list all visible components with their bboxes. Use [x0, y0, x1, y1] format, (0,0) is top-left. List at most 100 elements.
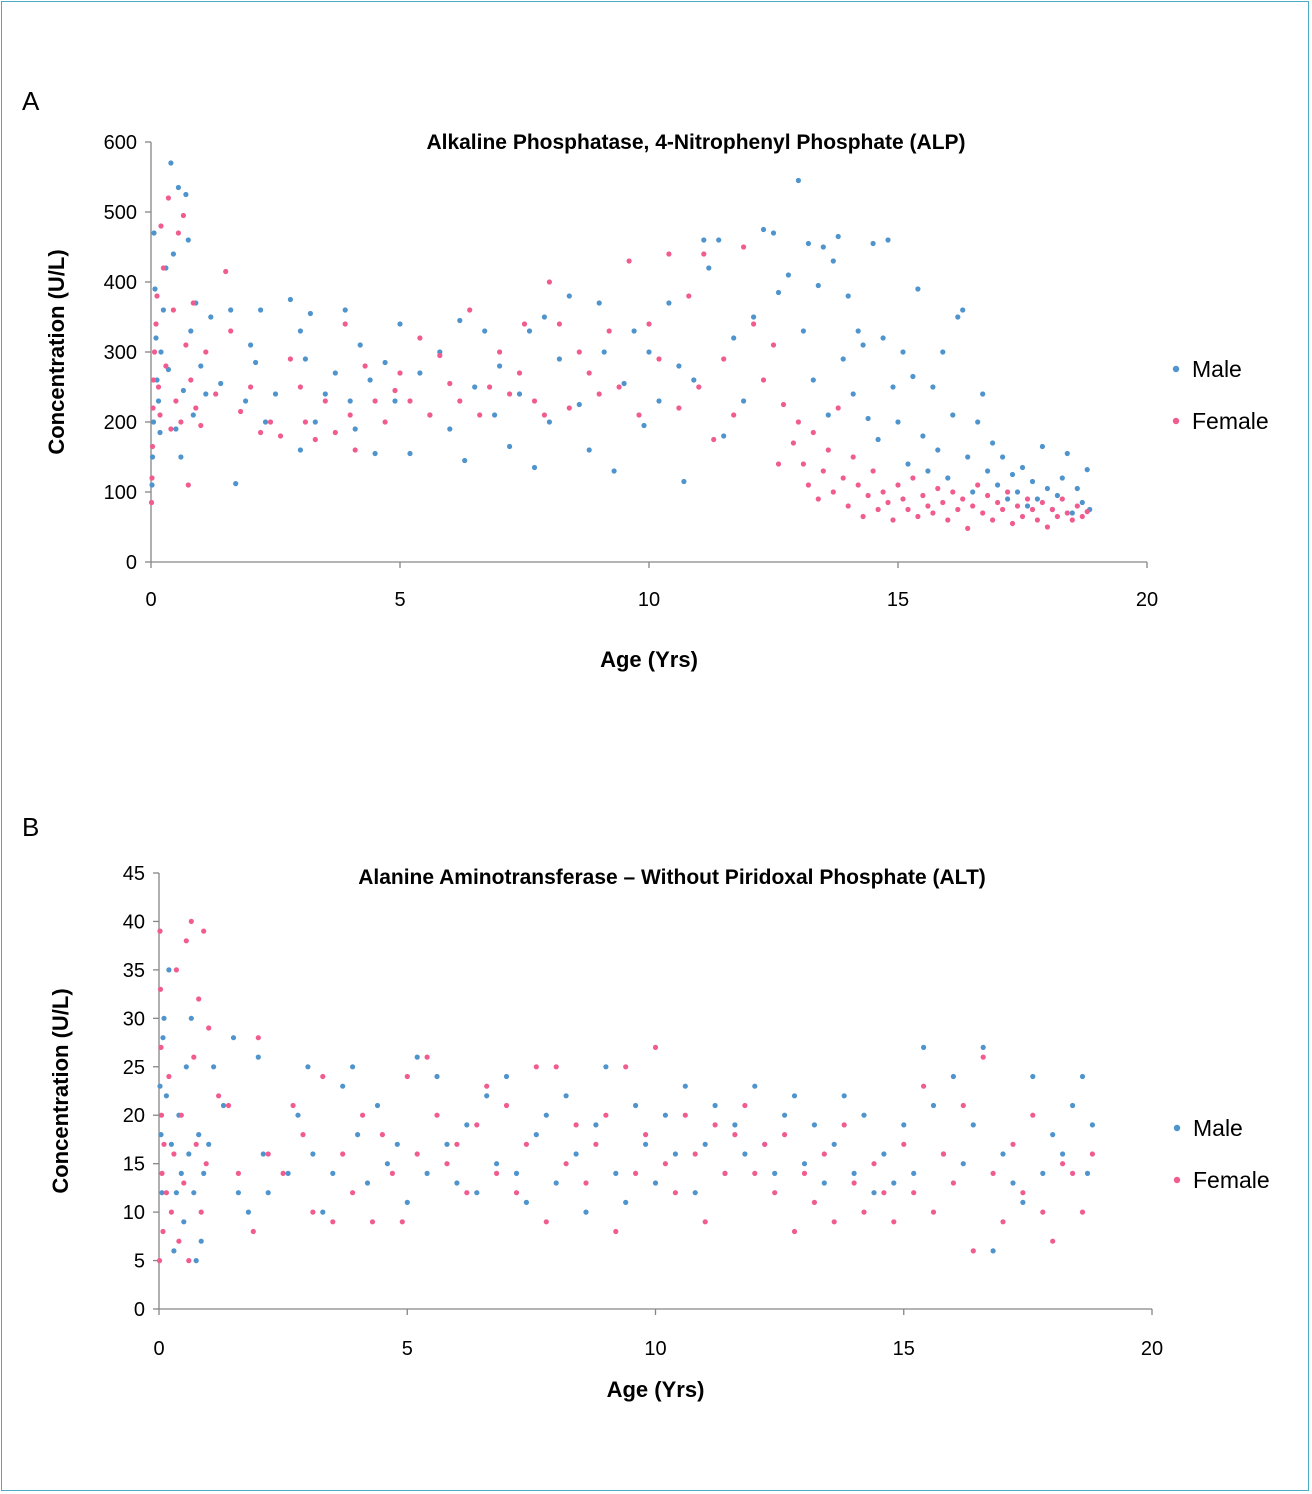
chart-a-female-point [155, 384, 162, 390]
chart-a-male-point [531, 464, 538, 471]
chart-a-male-point [208, 314, 214, 320]
chart-a-male-point [1079, 499, 1085, 506]
chart-a-male-point [1019, 464, 1026, 471]
chart-b-female-point [350, 1190, 356, 1196]
chart-a-female-point [596, 391, 602, 397]
chart-a-female-point [1044, 524, 1050, 530]
chart-a-female-point [238, 408, 244, 415]
chart-a-female-point [173, 398, 179, 404]
chart-b-male-point [921, 1044, 927, 1050]
chart-a-female-point [267, 419, 274, 425]
chart-b-female-point [424, 1054, 430, 1060]
chart-a-female-point [407, 398, 413, 404]
chart-b-male-point [891, 1180, 897, 1186]
chart-a-male-point [151, 230, 157, 236]
chart-b-female-point [643, 1132, 649, 1138]
chart-a-female-point [477, 412, 483, 418]
chart-a-male-point [556, 356, 563, 362]
chart-a-legend-female-label: Female [1192, 408, 1269, 434]
chart-b-male-point [305, 1064, 311, 1070]
chart-a-y-tick-label: 400 [104, 272, 137, 294]
chart-a-female-point [1005, 489, 1011, 495]
chart-a-male-point [890, 384, 896, 390]
chart-b-male-point [183, 1064, 189, 1070]
chart-a-male-point [462, 457, 468, 464]
chart-a-female-point [1074, 503, 1080, 509]
chart-b-male-point [355, 1132, 361, 1138]
chart-b-male-point [791, 1093, 798, 1099]
chart-a-y-tick-label: 500 [104, 202, 137, 224]
chart-b-female-point [682, 1112, 688, 1118]
chart-b-female-point [662, 1161, 669, 1167]
chart-b-male-point [503, 1073, 510, 1080]
chart-a-male-point [472, 384, 478, 390]
chart-a-male-point [173, 426, 179, 432]
chart-b-male-point [340, 1083, 346, 1089]
chart-a-male-point [815, 282, 821, 289]
chart-a-male-point [940, 349, 946, 355]
chart-a-female-point [150, 377, 157, 383]
chart-b-female-point [811, 1199, 818, 1205]
chart-a-male-point [880, 335, 886, 341]
chart-b-male-point [1020, 1199, 1026, 1205]
chart-a-male-point [965, 454, 971, 460]
chart-a-male-point [701, 237, 707, 243]
chart-a-female-point [880, 489, 886, 495]
chart-a-male-point [706, 265, 712, 271]
chart-a-male-point [1029, 478, 1036, 485]
chart-b-male-point [633, 1102, 639, 1109]
chart-b-male-point [295, 1112, 301, 1118]
chart-b-male-point [444, 1141, 450, 1147]
chart-a-female-point [157, 412, 163, 418]
chart-a-female-point [885, 499, 891, 506]
chart-a-female-point [1029, 506, 1036, 513]
chart-b-female-point [563, 1161, 569, 1167]
chart-a-legend-female-marker [1172, 417, 1180, 425]
chart-a-female-point [1024, 496, 1031, 502]
chart-a-female-point [352, 447, 358, 453]
chart-a-male-point [751, 314, 757, 320]
chart-a-female-point [955, 506, 961, 513]
chart-b-female-point [360, 1112, 366, 1118]
chart-b-male-point [811, 1122, 818, 1128]
chart-b-y-tick-label: 15 [123, 1154, 145, 1176]
chart-b-female-point [652, 1044, 659, 1050]
chart-b-female-point [414, 1151, 420, 1157]
chart-b-female-point [201, 928, 207, 934]
chart-b-male-point [1084, 1170, 1091, 1176]
chart-b-female-point [369, 1219, 376, 1225]
chart-a-female-point [930, 510, 936, 516]
chart-a-male-point [392, 398, 398, 404]
chart-a-male-point [920, 433, 926, 439]
chart-b-male-point [672, 1151, 679, 1157]
chart-b-female-point [911, 1190, 917, 1196]
chart-a-female-point [975, 482, 981, 488]
chart-a-female-point [1054, 513, 1060, 520]
chart-b-male-point [161, 1015, 167, 1021]
chart-b-male-point [662, 1112, 669, 1118]
chart-a-female-point [193, 405, 199, 411]
chart-a-legend-male-label: Male [1192, 356, 1242, 382]
chart-b-female-point [186, 1258, 192, 1264]
chart-a-female-point [1034, 517, 1040, 523]
chart-b-male-point [533, 1132, 539, 1138]
chart-b-female-point [692, 1151, 698, 1157]
chart-a-male-point [417, 370, 423, 376]
chart-b-female-point [183, 938, 189, 944]
chart-a-female-point [180, 212, 186, 219]
chart-a-y-tick-label: 300 [104, 342, 137, 364]
chart-a-female-point [586, 370, 592, 376]
chart-b-female-point [851, 1180, 857, 1186]
chart-b-male-point [186, 1151, 192, 1157]
chart-a-female-point [457, 398, 463, 404]
chart-b-female-point [801, 1170, 808, 1176]
chart-a-male-point [297, 447, 303, 453]
chart-a-male-point [586, 447, 592, 453]
chart-b-female-point [173, 967, 179, 973]
chart-a-female-point [372, 398, 378, 404]
chart-b-x-axis-label: Age (Yrs) [607, 1377, 705, 1402]
chart-a-female-point [1084, 509, 1090, 515]
chart-b-male-point [168, 1141, 174, 1147]
chart-a-female-point [950, 489, 956, 495]
chart-a-female-point [178, 419, 184, 425]
